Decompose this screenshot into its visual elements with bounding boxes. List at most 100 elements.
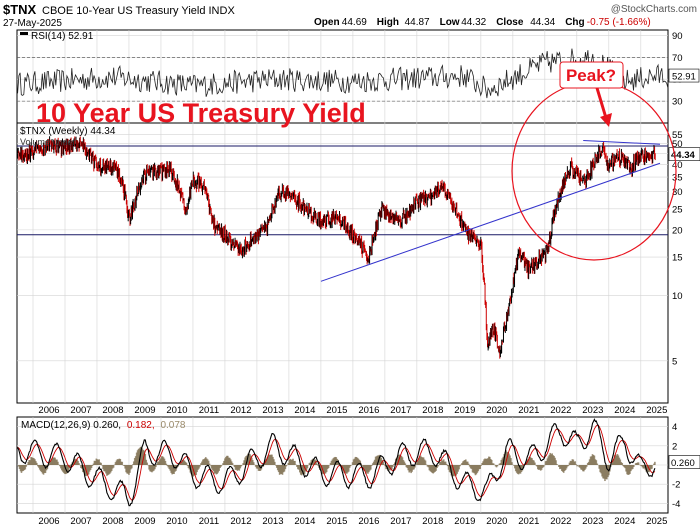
macd-panel: 420-2-40.260 xyxy=(17,418,700,510)
ohlc-value-0: 44.69 xyxy=(342,17,367,28)
x-tick-label: 2012 xyxy=(230,405,251,416)
x-tick-label: 2008 xyxy=(102,405,123,416)
rsi-legend-label: RSI(14) 52.91 xyxy=(31,31,94,42)
x-tick-label: 2015 xyxy=(326,405,347,416)
price-tick-label: 30 xyxy=(672,187,683,198)
peak-resistance-line xyxy=(583,140,661,145)
x-tick-label: 2018 xyxy=(422,405,443,416)
price-tick-label: 20 xyxy=(672,225,683,236)
x-tick-label: 2009 xyxy=(134,405,155,416)
x-tick-label: 2023 xyxy=(582,516,603,527)
peak-callout-box xyxy=(559,61,624,89)
macd-legend-text: MACD(12,26,9) 0.260, 0.182, 0.078 xyxy=(21,420,186,431)
price-tick-label: 55 xyxy=(672,130,683,141)
brand-label: @StockCharts.com xyxy=(611,4,697,15)
x-tick-label: 2020 xyxy=(486,516,507,527)
macd-legend-hist: 0.078 xyxy=(160,420,185,431)
macd-legend-prefix: MACD(12,26,9) 0.260, xyxy=(21,420,121,431)
x-tick-label: 2009 xyxy=(134,516,155,527)
instrument-name: CBOE 10-Year US Treasury Yield INDX xyxy=(42,5,235,17)
x-tick-label: 2021 xyxy=(518,516,539,527)
macd-signal-line xyxy=(17,424,656,501)
x-tick-label: 2019 xyxy=(454,405,475,416)
ohlc-label-1: High xyxy=(377,17,399,28)
x-tick-label: 2019 xyxy=(454,516,475,527)
ohlc-value-4: -0.75 (-1.66%) xyxy=(587,17,651,28)
ohlc-label-2: Low xyxy=(440,17,460,28)
price-legend: $TNX (Weekly) 44.34 Volume undef xyxy=(20,126,116,147)
x-tick-label: 2007 xyxy=(70,405,91,416)
macd-last-value-label: 0.260 xyxy=(671,458,695,469)
rsi-tick-label: 70 xyxy=(672,53,683,64)
x-tick-label: 2017 xyxy=(390,516,411,527)
x-tick-label: 2024 xyxy=(614,516,635,527)
x-tick-label: 2011 xyxy=(199,405,219,416)
x-tick-label: 2011 xyxy=(199,516,219,527)
rsi-last-value-box xyxy=(668,68,700,83)
symbol-label: $TNX xyxy=(3,2,37,17)
x-tick-label: 2012 xyxy=(230,516,251,527)
price-tick-label: 5 xyxy=(672,356,677,367)
x-tick-label: 2008 xyxy=(102,516,123,527)
x-tick-label: 2013 xyxy=(262,516,283,527)
x-tick-label: 2010 xyxy=(166,405,187,416)
ohlc-value-1: 44.87 xyxy=(405,17,430,28)
macd-tick-label: -4 xyxy=(672,499,680,510)
x-tick-label: 2021 xyxy=(518,405,539,416)
chart-header: $TNX CBOE 10-Year US Treasury Yield INDX… xyxy=(3,2,697,29)
x-tick-label: 2025 xyxy=(646,405,667,416)
price-legend-label: $TNX (Weekly) 44.34 xyxy=(20,126,116,137)
x-tick-label: 2016 xyxy=(358,516,379,527)
rsi-tick-label: 90 xyxy=(672,31,683,42)
rsi-legend-swatch xyxy=(20,32,28,35)
ohlc-label-3: Close xyxy=(496,17,524,28)
ohlc-value-3: 44.34 xyxy=(530,17,555,28)
price-tick-label: 10 xyxy=(672,291,683,302)
ohlc-label-4: Chg xyxy=(565,17,584,28)
price-panel: 55504540353025201510544.34 xyxy=(17,130,700,367)
x-tick-label: 2014 xyxy=(294,516,315,527)
ohlc-value-2: 44.32 xyxy=(461,17,486,28)
price-tick-label: 15 xyxy=(672,253,683,264)
price-last-value-label: 44.34 xyxy=(671,150,695,161)
x-tick-label: 2020 xyxy=(486,405,507,416)
x-tick-label: 2007 xyxy=(70,516,91,527)
x-tick-label: 2010 xyxy=(166,516,187,527)
x-tick-label: 2016 xyxy=(358,405,379,416)
rsi-line xyxy=(17,48,669,99)
price-tick-label: 50 xyxy=(672,139,683,150)
price-tick-label: 40 xyxy=(672,160,683,171)
x-tick-label: 2022 xyxy=(550,405,571,416)
x-tick-label: 2023 xyxy=(582,405,603,416)
macd-legend: MACD(12,26,9) 0.260, 0.182, 0.078 xyxy=(21,420,186,431)
price-tick-label: 35 xyxy=(672,173,683,184)
x-tick-label: 2022 xyxy=(550,516,571,527)
rsi-tick-label: 30 xyxy=(672,97,683,108)
x-tick-label: 2006 xyxy=(38,405,59,416)
price-tick-label: 25 xyxy=(672,204,683,215)
rsi-panel: 9070503052.91 xyxy=(17,31,700,108)
x-axis-labels: 2006 2006 2007 2007 2008 2008 2009 2009 2010 2010… xyxy=(38,405,667,527)
volume-legend-label: Volume undef xyxy=(20,137,76,147)
price-last-value-box xyxy=(668,147,700,161)
macd-last-value-box xyxy=(668,455,700,469)
price-panel-frame xyxy=(16,122,669,404)
x-tick-label: 2024 xyxy=(614,405,635,416)
ohlc-summary: Open 44.69 High 44.87 Low 44.32 Close 44.34 Chg -… xyxy=(314,17,651,28)
x-tick-label: 2013 xyxy=(262,405,283,416)
x-tick-label: 2015 xyxy=(326,516,347,527)
x-tick-label: 2025 xyxy=(646,516,667,527)
macd-tick-label: 2 xyxy=(672,441,677,452)
chart-title: 10 Year US Treasury Yield xyxy=(36,98,366,128)
rsi-legend: RSI(14) 52.91 xyxy=(20,31,94,42)
macd-legend-signal: 0.182, xyxy=(127,420,155,431)
x-tick-label: 2018 xyxy=(422,516,443,527)
ohlc-label-0: Open xyxy=(314,17,340,28)
peak-arrow-head-icon xyxy=(600,113,612,127)
trendline-0 xyxy=(320,162,661,282)
rsi-last-value-label: 52.91 xyxy=(672,72,696,83)
peak-callout-label: Peak? xyxy=(566,66,616,85)
macd-line xyxy=(17,418,656,507)
x-tick-label: 2014 xyxy=(294,405,315,416)
